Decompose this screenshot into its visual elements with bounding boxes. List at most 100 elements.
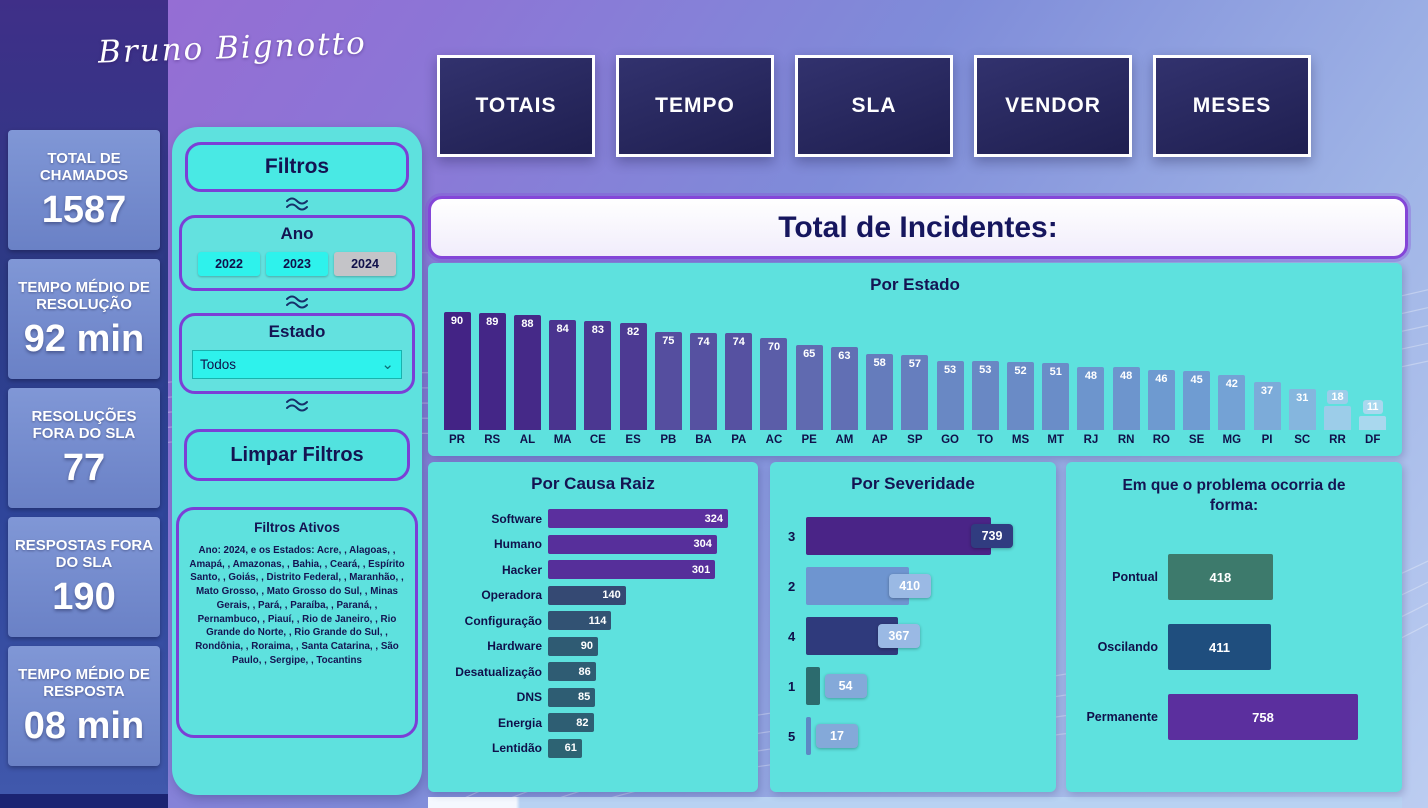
bar-value: 301 xyxy=(691,563,711,576)
bar[interactable]: 57 xyxy=(901,355,929,430)
bar[interactable]: 31 xyxy=(1288,389,1316,430)
state-dropdown[interactable]: Todos ⌄ xyxy=(192,350,402,379)
bar-value: 82 xyxy=(576,716,589,729)
bar[interactable]: 90 xyxy=(548,636,598,656)
bar-slot-GO: 53 GO xyxy=(935,305,965,448)
bar-slot-AC: 70 AC xyxy=(759,305,789,448)
chart-por-estado: Por Estado 90 PR 89 RS 88 AL 84 MA 83 CE 82 ES 75 PB 7… xyxy=(428,263,1402,456)
bar[interactable]: 52 xyxy=(1007,361,1034,430)
bar-value: 37 xyxy=(1260,384,1274,397)
kpi-value: 92 min xyxy=(23,318,145,361)
kpi-value: 08 min xyxy=(23,705,145,748)
bar-category: TO xyxy=(977,434,994,446)
bar[interactable]: 42 xyxy=(1218,374,1246,430)
bar-value: 61 xyxy=(564,742,577,755)
kpi-card: TEMPO MÉDIO DE RESOLUÇÃO 92 min xyxy=(8,259,160,379)
value-badge: 54 xyxy=(824,674,867,698)
bar[interactable]: 82 xyxy=(548,713,594,733)
bar-value: 63 xyxy=(838,350,851,363)
bar[interactable] xyxy=(806,517,991,555)
bar[interactable]: 48 xyxy=(1077,367,1105,430)
bar-value: 84 xyxy=(556,322,569,335)
bar-value: 48 xyxy=(1084,370,1098,383)
bar-category: AC xyxy=(765,434,783,446)
row-label: Humano xyxy=(494,537,542,552)
squiggle-icon xyxy=(286,295,308,309)
year-button-2022[interactable]: 2022 xyxy=(198,252,260,276)
row-label: Hardware xyxy=(487,639,542,654)
tab-tempo[interactable]: TEMPO xyxy=(616,55,774,157)
bar[interactable]: 86 xyxy=(548,662,596,682)
year-button-2023[interactable]: 2023 xyxy=(266,252,328,276)
bar[interactable]: 53 xyxy=(936,360,964,430)
bar-value: 88 xyxy=(521,317,534,330)
bar[interactable]: 63 xyxy=(830,347,858,430)
bar-category: AL xyxy=(519,434,536,446)
bar[interactable] xyxy=(1323,406,1351,430)
bar[interactable]: 61 xyxy=(548,738,582,758)
bar[interactable]: 85 xyxy=(548,687,596,707)
bar-slot-TO: 53 TO xyxy=(970,305,1000,448)
bar[interactable] xyxy=(1359,415,1387,430)
kpi-label: RESOLUÇÕES FORA DO SLA xyxy=(31,407,137,442)
bar[interactable]: 418 xyxy=(1168,554,1273,601)
chart-forma-ocorrencia: Em que o problema ocorria de forma: Pont… xyxy=(1066,462,1402,792)
bar[interactable]: 58 xyxy=(866,353,894,430)
bar-slot-MS: 52 MS xyxy=(1006,305,1036,448)
nav-tabs: TOTAIS TEMPO SLA VENDOR MESES xyxy=(437,55,1311,157)
value-badge: 367 xyxy=(877,624,920,648)
chart-row: Permanente 758 xyxy=(1066,694,1402,741)
bar[interactable]: 70 xyxy=(760,338,788,430)
filters-title: Filtros xyxy=(185,142,409,192)
bar[interactable]: 46 xyxy=(1147,369,1175,430)
bar-category: PE xyxy=(801,434,817,446)
value-badge: 17 xyxy=(816,724,858,748)
bar[interactable]: 65 xyxy=(795,344,823,430)
bar[interactable]: 88 xyxy=(513,314,541,430)
bar[interactable]: 74 xyxy=(725,332,753,430)
bar[interactable]: 45 xyxy=(1183,371,1211,430)
bar[interactable]: 140 xyxy=(548,585,626,605)
tab-vendor[interactable]: VENDOR xyxy=(974,55,1132,157)
clear-filters-button[interactable]: Limpar Filtros xyxy=(184,429,410,481)
row-label: Permanente xyxy=(1086,710,1158,725)
bar[interactable]: 48 xyxy=(1112,367,1140,430)
bar[interactable] xyxy=(806,667,820,705)
bar-slot-SP: 57 SP xyxy=(900,305,930,448)
chart-row: Desatualização 86 xyxy=(436,659,744,685)
bar[interactable]: 304 xyxy=(548,534,717,554)
year-button-2024[interactable]: 2024 xyxy=(334,252,396,276)
bar[interactable]: 301 xyxy=(548,560,716,580)
bar[interactable]: 324 xyxy=(548,509,728,529)
kpi-card: RESPOSTAS FORA DO SLA 190 xyxy=(8,517,160,637)
bar-slot-RS: 89 RS xyxy=(477,305,507,448)
tab-meses[interactable]: MESES xyxy=(1153,55,1311,157)
bar-slot-SE: 45 SE xyxy=(1182,305,1212,448)
bar-value: 53 xyxy=(943,363,957,376)
bar[interactable]: 90 xyxy=(443,312,471,430)
bar-slot-CE: 83 CE xyxy=(583,305,613,448)
bar-value: 53 xyxy=(979,363,992,376)
bar-value: 45 xyxy=(1190,374,1203,386)
bar[interactable]: 758 xyxy=(1168,694,1358,741)
bar[interactable] xyxy=(806,717,811,755)
bar[interactable]: 53 xyxy=(971,360,999,430)
kpi-value: 190 xyxy=(52,576,116,619)
bar[interactable]: 83 xyxy=(584,321,612,430)
bar[interactable]: 84 xyxy=(549,319,577,430)
bar[interactable]: 82 xyxy=(619,322,647,430)
bar[interactable]: 89 xyxy=(478,313,506,430)
year-filter-label: Ano xyxy=(280,224,314,243)
bar-category: MS xyxy=(1011,434,1030,446)
tab-totais[interactable]: TOTAIS xyxy=(437,55,595,157)
bar[interactable]: 114 xyxy=(548,611,612,631)
bar-category: MG xyxy=(1222,434,1242,446)
bar[interactable]: 74 xyxy=(690,332,718,430)
bar[interactable]: 51 xyxy=(1042,363,1070,430)
bar[interactable]: 75 xyxy=(654,331,682,430)
bar[interactable]: 411 xyxy=(1168,624,1272,671)
bar-value: 75 xyxy=(662,334,675,347)
tab-sla[interactable]: SLA xyxy=(795,55,953,157)
bar[interactable]: 37 xyxy=(1253,381,1281,430)
kpi-value: 77 xyxy=(62,447,106,490)
